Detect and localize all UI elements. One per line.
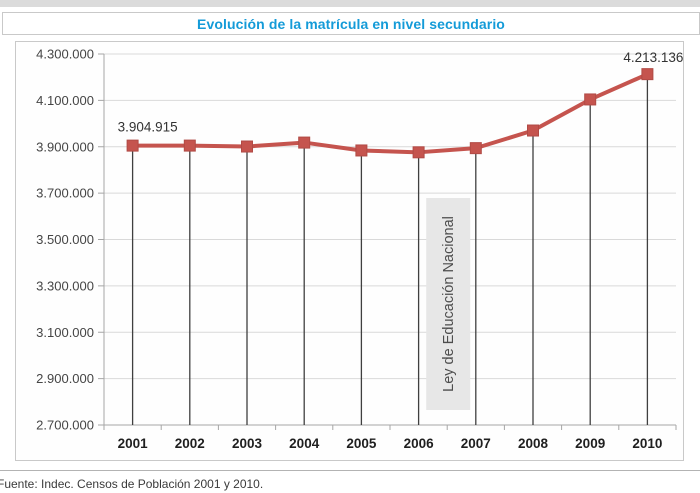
data-point-marker-2005 <box>355 144 368 157</box>
x-tick-label: 2004 <box>289 436 320 451</box>
source-note: Fuente: Indec. Censos de Población 2001 … <box>0 477 264 491</box>
chart-panel: 4.300.000 4.100.000 3.900.000 3.700.000 3.50… <box>15 41 684 461</box>
data-point-marker-2001 <box>126 139 139 152</box>
x-tick-label: 2005 <box>346 436 377 451</box>
x-tick-label: 2002 <box>175 436 205 451</box>
x-tick-label: 2006 <box>404 436 435 451</box>
annotation-label: Ley de Educación Nacional <box>441 216 457 392</box>
x-tick-label: 2008 <box>518 436 549 451</box>
y-tick-label: 3.500.000 <box>36 232 94 247</box>
y-tick-label: 3.300.000 <box>36 278 94 293</box>
data-point-marker-2008 <box>527 124 539 137</box>
x-tick-label: 2001 <box>118 436 149 451</box>
enrollment-line-chart: 4.300.000 4.100.000 3.900.000 3.700.000 3.50… <box>36 47 683 452</box>
x-tick-label: 2007 <box>461 436 491 451</box>
y-tick-label: 2.700.000 <box>36 418 94 433</box>
data-point-marker-2010 <box>641 68 654 81</box>
x-tick-label: 2009 <box>575 436 605 451</box>
y-tick-label: 3.100.000 <box>36 325 94 340</box>
data-point-marker-2006 <box>412 146 425 159</box>
data-point-marker-2007 <box>469 142 482 155</box>
chart-title-band: Evolución de la matrícula en nivel secun… <box>2 12 700 35</box>
x-tick-label: 2010 <box>632 436 662 451</box>
footer-separator-line <box>0 470 700 471</box>
series-line-matrícula-nivel-secundario <box>130 72 650 155</box>
data-point-marker-2003 <box>241 140 253 153</box>
data-point-label: 4.213.136 <box>623 50 683 65</box>
x-tick-label: 2003 <box>232 436 263 451</box>
data-point-marker-2004 <box>298 136 311 149</box>
top-gray-bar <box>0 0 700 7</box>
y-tick-label: 4.100.000 <box>36 93 94 108</box>
y-tick-label: 3.900.000 <box>36 139 94 154</box>
data-point-label: 3.904.915 <box>118 120 178 135</box>
y-tick-label: 2.900.000 <box>36 371 94 386</box>
chart-title: Evolución de la matrícula en nivel secun… <box>197 15 505 32</box>
y-tick-label: 3.700.000 <box>36 186 94 201</box>
data-point-marker-2002 <box>183 139 196 152</box>
data-point-marker-2009 <box>584 93 597 106</box>
y-tick-label: 4.300.000 <box>36 47 94 62</box>
annotation-box <box>426 198 471 410</box>
